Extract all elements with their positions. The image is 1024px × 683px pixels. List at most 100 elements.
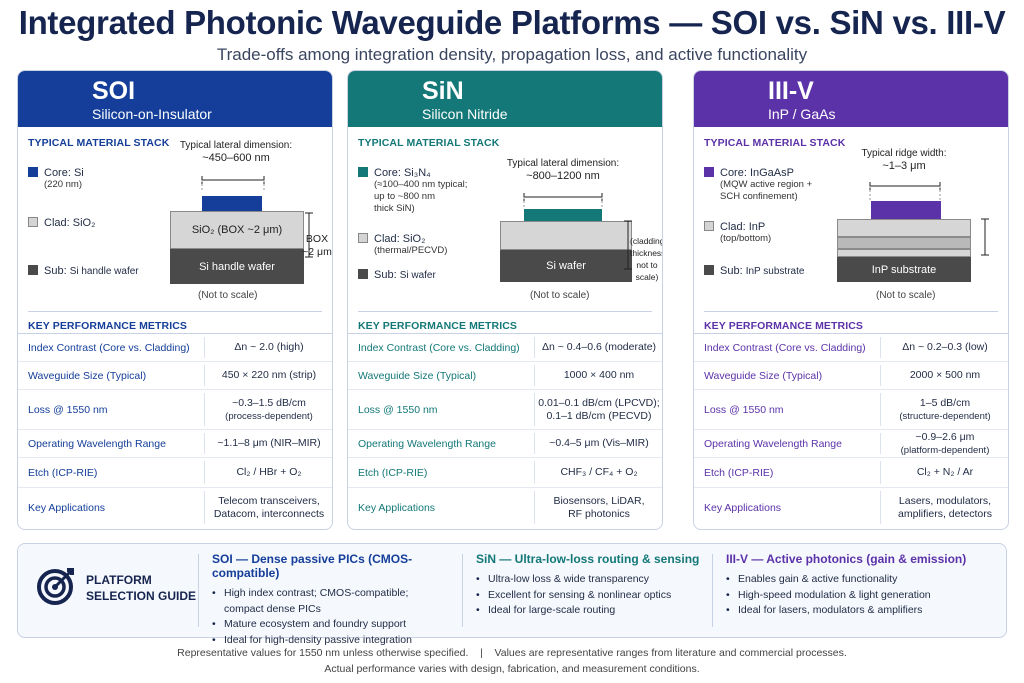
guide-item: Ideal for large-scale routing [476, 603, 716, 619]
guide-divider [198, 554, 199, 627]
metric-row: Etch (ICP-RIE) Cl₂ + N₂ / Ar [694, 457, 1008, 487]
legend-clad: Clad: SiO₂ [28, 217, 95, 229]
core-swatch [358, 167, 368, 177]
waveguide-ridge [871, 201, 941, 219]
clad-layer: SiO₂ (BOX ~2 μm) [170, 211, 304, 249]
metric-row: Key Applications Lasers, modulators, ampl… [694, 487, 1008, 527]
guide-item: Ideal for high-density passive integrati… [212, 633, 462, 649]
metrics-heading: KEY PERFORMANCE METRICS [704, 320, 864, 332]
metric-row: Waveguide Size (Typical) 2000 × 500 nm [694, 361, 1008, 389]
box-thickness-label: BOX ~2 μm [302, 233, 332, 258]
substrate-layer: Si wafer [500, 250, 632, 282]
section-divider [358, 311, 652, 312]
metric-row: Index Contrast (Core vs. Cladding) Δn ~ … [18, 333, 332, 361]
stack-heading: TYPICAL MATERIAL STACK [358, 137, 500, 149]
platform-card-sin: SiN Silicon Nitride TYPICAL MATERIAL STA… [347, 70, 663, 530]
platform-name: SiN [422, 77, 464, 105]
metric-row: Operating Wavelength Range ~0.4–5 μm (Vi… [348, 429, 662, 457]
cross-section-diagram: SiO₂ (BOX ~2 μm) Si handle wafer [170, 196, 304, 286]
dimension-label: Typical lateral dimension: ~450–600 nm [179, 140, 293, 164]
metrics-heading: KEY PERFORMANCE METRICS [28, 320, 188, 332]
guide-title: PLATFORM SELECTION GUIDE [86, 573, 197, 603]
guide-item: Excellent for sensing & nonlinear optics [476, 588, 716, 604]
top-clad-layer [837, 219, 971, 237]
platform-card-soi: SOI Silicon-on-Insulator TYPICAL MATERIA… [17, 70, 333, 530]
active-layer [837, 237, 971, 249]
legend-clad: Clad: InP (top/bottom) [704, 221, 771, 245]
guide-divider [712, 554, 713, 627]
metric-row: Index Contrast (Core vs. Cladding) Δn ~ … [348, 333, 662, 361]
page-subtitle: Trade-offs among integration density, pr… [216, 45, 808, 64]
sub-swatch [28, 265, 38, 275]
not-to-scale-note: (Not to scale) [530, 290, 590, 301]
core-swatch [28, 167, 38, 177]
metric-row: Etch (ICP-RIE) Cl₂ / HBr + O₂ [18, 457, 332, 487]
metric-row: Operating Wavelength Range ~1.1–8 μm (NI… [18, 429, 332, 457]
bottom-clad-layer [837, 249, 971, 257]
metric-row: Operating Wavelength Range ~0.9–2.6 μm (p… [694, 429, 1008, 457]
dimension-arrow [869, 182, 941, 200]
dimension-arrow [523, 193, 603, 207]
legend-core: Core: InGaAsP (MQW active region + SCH c… [704, 167, 812, 203]
footer-note-line1: Representative values for 1550 nm unless… [177, 647, 847, 659]
legend-sub: Sub: Si wafer [358, 269, 436, 281]
not-to-scale-note: (Not to scale) [198, 290, 258, 301]
sub-swatch [358, 269, 368, 279]
dimension-arrow [201, 176, 265, 192]
platform-full-name: Silicon Nitride [422, 106, 508, 122]
guide-column-sin: SiN — Ultra-low-loss routing & sensing U… [476, 552, 716, 619]
metric-row: Loss @ 1550 nm ~0.3–1.5 dB/cm (process-de… [18, 389, 332, 429]
metric-row: Waveguide Size (Typical) 450 × 220 nm (s… [18, 361, 332, 389]
box-thickness-arrow [305, 212, 313, 258]
stack-heading: TYPICAL MATERIAL STACK [704, 137, 846, 149]
metric-row: Waveguide Size (Typical) 1000 × 400 nm [348, 361, 662, 389]
legend-core: Core: Si (220 nm) [28, 167, 84, 191]
legend-clad: Clad: SiO₂ (thermal/PECVD) [358, 233, 447, 257]
metric-row: Key Applications Telecom transceivers, Da… [18, 487, 332, 527]
not-to-scale-note: (Not to scale) [876, 290, 936, 301]
waveguide-core [524, 209, 602, 221]
platform-card-iii-v: III-V InP / GaAs TYPICAL MATERIAL STACK … [693, 70, 1009, 530]
cladding-note: (cladding thickness not to scale) [630, 236, 663, 282]
platform-selection-guide: PLATFORM SELECTION GUIDE SOI — Dense pas… [17, 543, 1007, 648]
section-divider [28, 311, 322, 312]
guide-item: Mature ecosystem and foundry support [212, 617, 462, 633]
cross-section-diagram: Si wafer [500, 209, 632, 283]
dimension-label: Typical lateral dimension: ~800–1200 nm [506, 158, 620, 182]
clad-swatch [28, 217, 38, 227]
metric-row: Key Applications Biosensors, LiDAR, RF ph… [348, 487, 662, 527]
legend-core: Core: Si₃N₄ (≈100–400 nm typical; up to … [358, 167, 467, 215]
legend-sub: Sub: InP substrate [704, 265, 804, 277]
section-divider [704, 311, 998, 312]
waveguide-core [202, 196, 262, 211]
stack-thickness-arrow [981, 218, 989, 256]
guide-divider [462, 554, 463, 627]
guide-item: Enables gain & active functionality [726, 572, 1006, 588]
guide-item: High index contrast; CMOS-compatible; [212, 586, 462, 602]
guide-item: High-speed modulation & light generation [726, 588, 1006, 604]
metrics-heading: KEY PERFORMANCE METRICS [358, 320, 518, 332]
platform-full-name: InP / GaAs [768, 106, 836, 122]
stack-heading: TYPICAL MATERIAL STACK [28, 137, 170, 149]
card-header: III-V InP / GaAs [694, 71, 1008, 127]
substrate-layer: Si handle wafer [170, 249, 304, 284]
cross-section-diagram: InP substrate [837, 201, 971, 283]
substrate-layer: InP substrate [837, 257, 971, 282]
target-icon [37, 568, 74, 605]
cladding-thickness-arrow [624, 220, 632, 270]
metric-row: Etch (ICP-RIE) CHF₃ / CF₄ + O₂ [348, 457, 662, 487]
platform-name: SOI [92, 77, 136, 105]
card-header: SOI Silicon-on-Insulator [18, 71, 332, 127]
page-title: Integrated Photonic Waveguide Platforms … [18, 4, 1006, 41]
metric-row: Loss @ 1550 nm 1–5 dB/cm (structure-depen… [694, 389, 1008, 429]
core-swatch [704, 167, 714, 177]
footer-note-line2: Actual performance varies with design, f… [324, 663, 700, 675]
guide-item: Ultra-low loss & wide transparency [476, 572, 716, 588]
metric-row: Loss @ 1550 nm 0.01–0.1 dB/cm (LPCVD); 0.… [348, 389, 662, 429]
clad-swatch [704, 221, 714, 231]
legend-sub: Sub: Si handle wafer [28, 265, 139, 277]
clad-layer [500, 221, 632, 250]
clad-swatch [358, 233, 368, 243]
sub-swatch [704, 265, 714, 275]
guide-item-continuation: compact dense PICs [224, 602, 321, 615]
